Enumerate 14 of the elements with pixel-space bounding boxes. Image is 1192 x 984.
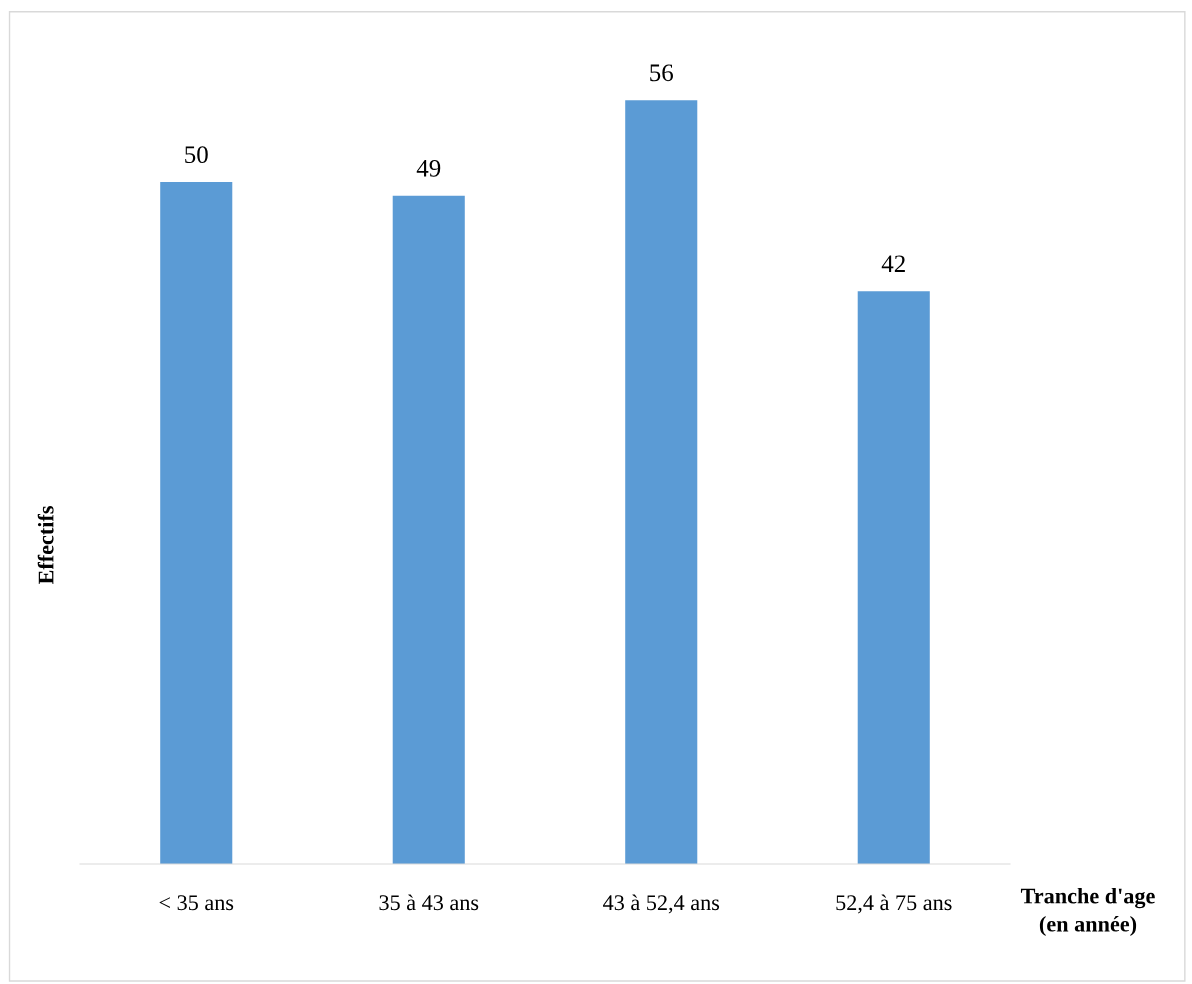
bar: [392, 195, 465, 864]
bar: [625, 100, 698, 864]
y-axis-title: Effectifs: [37, 506, 54, 585]
bar: [160, 182, 233, 864]
x-axis-title: Tranche d'age (en année): [1020, 887, 1155, 937]
data-label: 42: [881, 255, 905, 272]
bar: [857, 291, 930, 864]
x-tick-label: 52,4 à 75 ans: [836, 894, 952, 914]
data-label: 56: [650, 64, 673, 82]
data-label: 49: [416, 159, 441, 177]
x-tick-label: 35 à 43 ans: [379, 894, 479, 911]
data-label: 50: [185, 146, 208, 164]
x-tick-label: 43 à 52,4 ans: [603, 894, 720, 914]
x-tick-label: < 35 ans: [159, 895, 234, 911]
